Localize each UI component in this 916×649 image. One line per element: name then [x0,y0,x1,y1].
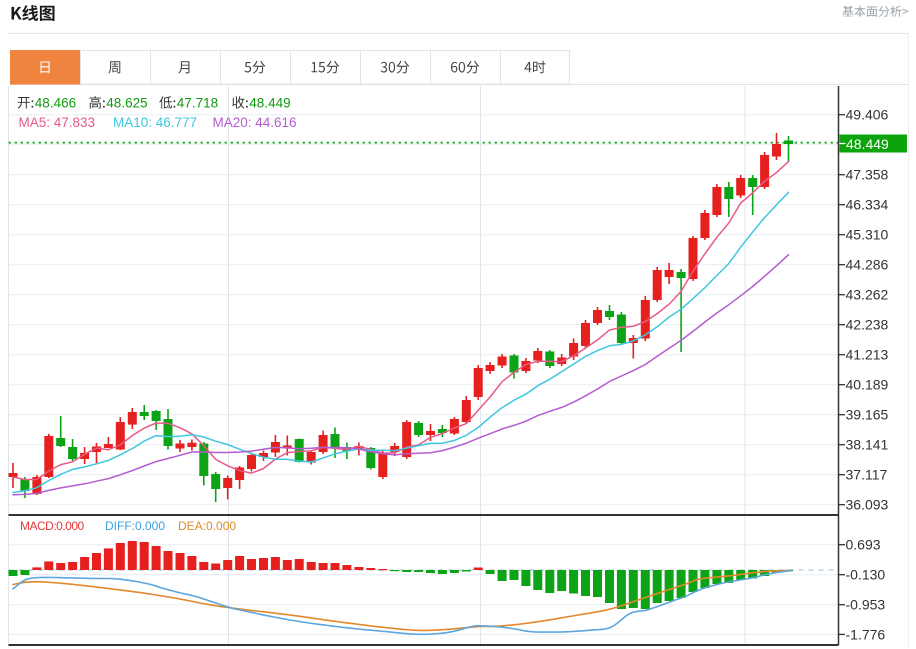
svg-text:36.093: 36.093 [846,497,889,513]
svg-text:49.406: 49.406 [846,107,889,123]
svg-text:0.693: 0.693 [846,537,881,553]
svg-text:42.238: 42.238 [846,317,889,333]
svg-text:47.718: 47.718 [177,95,218,110]
svg-text:DEA:0.000: DEA:0.000 [178,519,236,533]
svg-text:MACD:0.000: MACD:0.000 [20,519,85,533]
svg-text:47.358: 47.358 [846,167,889,183]
svg-text:MA20: 44.616: MA20: 44.616 [213,115,297,130]
svg-text:48.449: 48.449 [846,136,889,152]
svg-text:MA5: 47.833: MA5: 47.833 [19,115,96,130]
svg-text:46.334: 46.334 [846,197,889,213]
svg-text:44.286: 44.286 [846,257,889,273]
svg-text:43.262: 43.262 [846,287,889,303]
svg-text:45.310: 45.310 [846,227,889,243]
svg-text:48.449: 48.449 [249,95,290,110]
svg-text:-0.953: -0.953 [846,597,886,613]
svg-text:48.625: 48.625 [106,95,147,110]
svg-text:37.117: 37.117 [846,467,888,483]
svg-text:DIFF:0.000: DIFF:0.000 [105,519,165,533]
svg-text:MA10: 46.777: MA10: 46.777 [113,115,197,130]
svg-text:40.189: 40.189 [846,377,889,393]
svg-text:39.165: 39.165 [846,407,889,423]
svg-text:-1.776: -1.776 [846,626,886,642]
svg-text:-0.130: -0.130 [846,567,886,583]
svg-text:48.466: 48.466 [35,95,76,110]
svg-text:41.213: 41.213 [846,347,889,363]
svg-text:38.141: 38.141 [846,437,889,453]
